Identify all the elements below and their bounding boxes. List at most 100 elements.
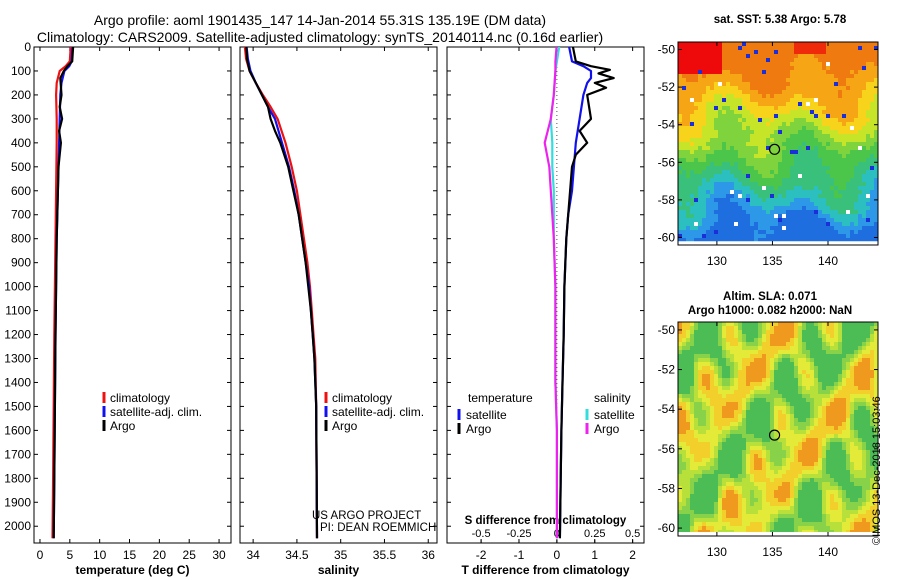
map-cell — [778, 502, 782, 506]
map-cell — [814, 138, 818, 142]
map-cell — [698, 142, 702, 146]
x-tick-label: 0 — [554, 548, 561, 562]
map-cell — [810, 102, 814, 106]
map-cell — [770, 58, 774, 62]
map-cell — [846, 150, 850, 154]
map-cell — [770, 402, 774, 406]
map-cell — [774, 394, 778, 398]
map-cell — [874, 214, 878, 218]
map-cell — [754, 474, 758, 478]
map-cell — [682, 330, 686, 334]
map-cell — [730, 170, 734, 174]
map-cell — [786, 194, 790, 198]
map-cell — [822, 382, 826, 386]
map-cell — [746, 438, 750, 442]
map-cell — [750, 102, 754, 106]
map-cell — [794, 526, 798, 530]
map-cell — [754, 98, 758, 102]
map-cell — [718, 58, 722, 62]
map-cell — [806, 346, 810, 350]
map-cell — [810, 342, 814, 346]
map-cell — [682, 50, 686, 54]
map-cell — [706, 114, 710, 118]
map-cell — [738, 146, 742, 150]
map-cell — [834, 522, 838, 526]
map-cell — [786, 490, 790, 494]
map-cell — [810, 118, 814, 122]
map-cell — [854, 42, 858, 46]
map-cell — [714, 454, 718, 458]
map-cell — [690, 322, 694, 326]
map-x-tick-label: 140 — [818, 254, 838, 268]
map-cell — [790, 58, 794, 62]
map-cell — [790, 114, 794, 118]
map-cell — [746, 398, 750, 402]
map-cell — [726, 366, 730, 370]
map-cell — [838, 78, 842, 82]
map-cell — [746, 178, 750, 182]
map-cell — [766, 166, 770, 170]
map-cell — [734, 230, 738, 234]
map-cell — [830, 354, 834, 358]
map-cell — [766, 334, 770, 338]
map-cell — [686, 106, 690, 110]
map-cell — [766, 510, 770, 514]
map-cell — [734, 46, 738, 50]
map-cell — [798, 334, 802, 338]
map-cell — [718, 490, 722, 494]
map-cell — [842, 482, 846, 486]
map-cell — [766, 94, 770, 98]
map-cell — [682, 398, 686, 402]
map-cell — [710, 206, 714, 210]
map-cell — [730, 50, 734, 54]
map-cell — [874, 230, 878, 234]
map-cell — [718, 94, 722, 98]
map-cell — [682, 350, 686, 354]
map-cell — [694, 54, 698, 58]
map-cell — [810, 46, 814, 50]
map-cell — [770, 490, 774, 494]
map-cell — [798, 482, 802, 486]
map-cell — [834, 238, 838, 242]
map-cell — [850, 46, 854, 50]
map-cell — [834, 66, 838, 70]
map-cell — [742, 182, 746, 186]
map-cell — [810, 426, 814, 430]
map-cell — [726, 354, 730, 358]
map-cell — [738, 46, 742, 50]
map-cell — [842, 98, 846, 102]
map-cell — [750, 142, 754, 146]
map-cell — [790, 530, 794, 533]
x-tick-label: 25 — [183, 548, 197, 562]
map-cell — [754, 394, 758, 398]
map-cell — [802, 342, 806, 346]
map-cell — [706, 414, 710, 418]
map-cell — [838, 142, 842, 146]
map-cell — [786, 514, 790, 518]
map-cell — [842, 430, 846, 434]
map-cell — [834, 62, 838, 66]
map-cell — [742, 190, 746, 194]
map-cell — [742, 382, 746, 386]
map-cell — [806, 194, 810, 198]
map-cell — [774, 134, 778, 138]
map-cell — [706, 134, 710, 138]
map-cell — [778, 338, 782, 342]
map-cell — [790, 446, 794, 450]
map-cell — [774, 474, 778, 478]
map-cell — [802, 494, 806, 498]
map-cell — [710, 426, 714, 430]
map-cell — [730, 198, 734, 202]
map-cell — [786, 522, 790, 526]
map-cell — [718, 526, 722, 530]
map-cell — [790, 190, 794, 194]
map-cell — [810, 78, 814, 82]
map-cell — [826, 90, 830, 94]
map-cell — [710, 198, 714, 202]
map-cell — [798, 502, 802, 506]
map-cell — [734, 486, 738, 490]
map-cell — [678, 374, 682, 378]
map-cell — [834, 134, 838, 138]
map-cell — [818, 118, 822, 122]
map-cell — [814, 54, 818, 58]
